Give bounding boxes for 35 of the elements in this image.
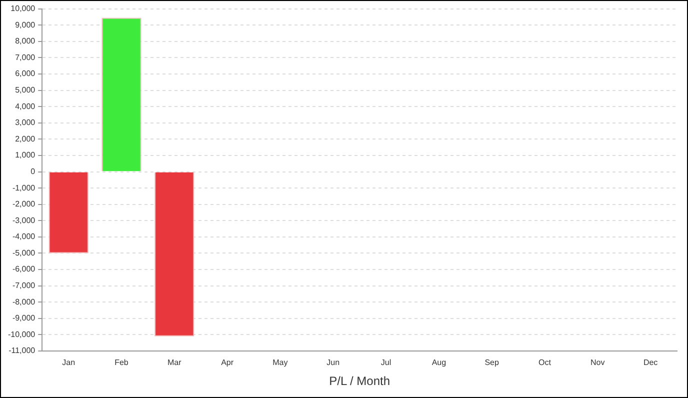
y-tick-label: 6,000 — [15, 69, 36, 78]
x-tick-label: Apr — [221, 358, 234, 368]
y-tick-label: -3,000 — [12, 216, 36, 225]
y-tick-label: -2,000 — [12, 200, 36, 209]
x-tick-label: Mar — [168, 358, 182, 368]
y-tick-label: 10,000 — [10, 4, 36, 14]
y-tick-label: 8,000 — [15, 36, 36, 46]
y-tick-label: -10,000 — [8, 330, 36, 339]
x-tick-label: Oct — [538, 358, 552, 368]
y-tick-label: 7,000 — [15, 52, 36, 62]
y-tick-label: -7,000 — [12, 281, 36, 290]
y-tick-label: 1,000 — [15, 150, 36, 160]
y-tick-label: -5,000 — [12, 248, 36, 258]
x-tick-label: Aug — [432, 358, 446, 368]
x-tick-label: Nov — [590, 358, 605, 368]
y-tick-label: 2,000 — [15, 134, 36, 144]
y-tick-label: 5,000 — [15, 85, 36, 94]
y-tick-label: 4,000 — [15, 102, 36, 111]
x-tick-label: May — [272, 358, 288, 368]
x-tick-label: Dec — [643, 358, 658, 368]
x-tick-label: Sep — [484, 358, 500, 368]
y-tick-label: 3,000 — [15, 118, 36, 128]
y-tick-label: -11,000 — [8, 346, 36, 356]
y-tick-label: -8,000 — [12, 297, 36, 306]
y-tick-label: 0 — [30, 166, 36, 176]
x-tick-label: Jul — [380, 358, 392, 368]
y-tick-label: -6,000 — [12, 264, 36, 274]
y-tick-label: -4,000 — [12, 232, 36, 242]
y-tick-label: -1,000 — [12, 183, 36, 192]
x-tick-label: Jan — [62, 358, 76, 368]
y-tick-label: 9,000 — [15, 20, 36, 30]
x-axis-title: P/L / Month — [329, 374, 390, 388]
x-tick-label: Jun — [326, 358, 340, 368]
y-tick-label: -9,000 — [12, 314, 36, 323]
x-tick-label: Feb — [114, 358, 129, 368]
